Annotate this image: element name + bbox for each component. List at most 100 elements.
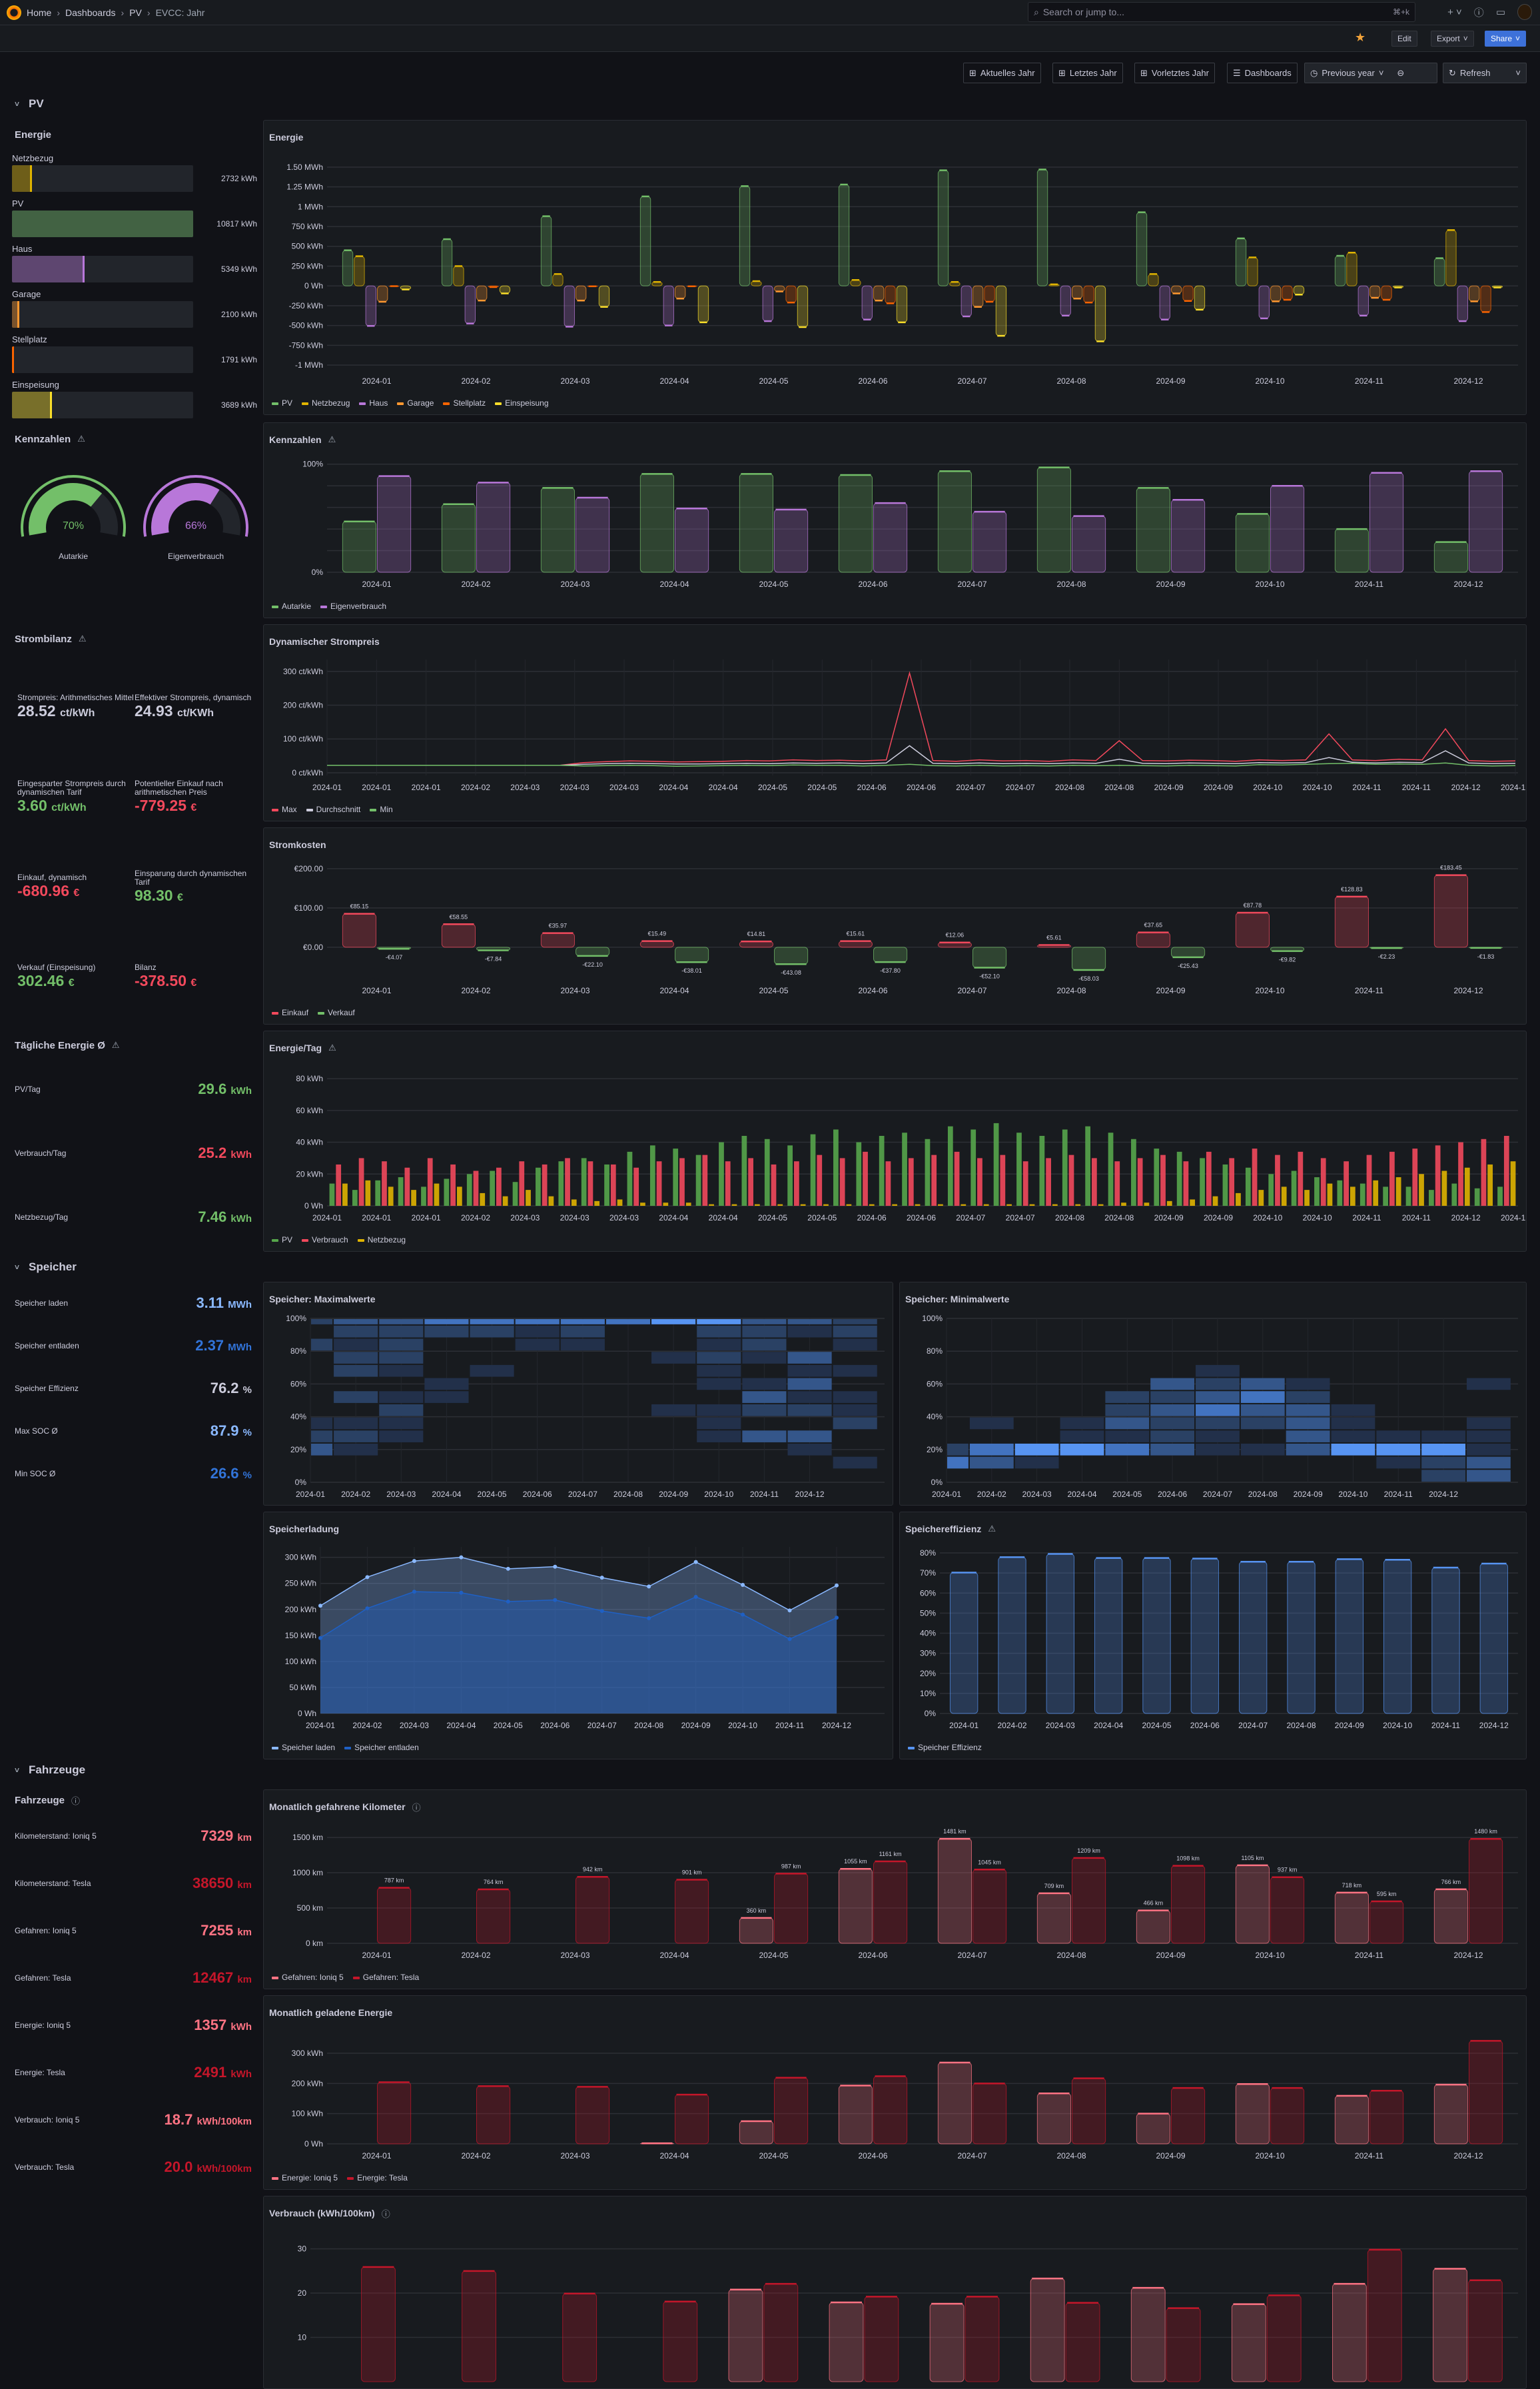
- heatmap-cell[interactable]: [833, 1456, 877, 1469]
- heatmap-cell[interactable]: [947, 1443, 968, 1456]
- legend-item[interactable]: Speicher entladen: [344, 1743, 419, 1752]
- bar[interactable]: [1238, 1561, 1268, 1714]
- bar[interactable]: [594, 1200, 600, 1206]
- bar[interactable]: [526, 1190, 531, 1206]
- heatmap-cell[interactable]: [334, 1443, 378, 1456]
- bar[interactable]: [1176, 1151, 1182, 1206]
- bar[interactable]: [496, 1167, 502, 1206]
- heatmap-cell[interactable]: [1467, 1470, 1511, 1482]
- bar[interactable]: [774, 2077, 809, 2145]
- news-icon[interactable]: ▭: [1495, 7, 1505, 18]
- bar[interactable]: [1474, 1188, 1480, 1206]
- data-point[interactable]: [553, 1564, 558, 1569]
- bar[interactable]: [1357, 285, 1369, 316]
- bar[interactable]: [1464, 1167, 1470, 1206]
- bar[interactable]: [576, 1875, 610, 1944]
- legend-item[interactable]: Energie: Ioniq 5: [272, 2173, 338, 2182]
- heatmap-cell[interactable]: [1014, 1443, 1059, 1456]
- bar[interactable]: [1144, 1202, 1150, 1206]
- bar[interactable]: [388, 1187, 394, 1206]
- heatmap-cell[interactable]: [742, 1338, 787, 1351]
- legend-item[interactable]: Max: [272, 805, 297, 814]
- bar[interactable]: [1094, 285, 1106, 342]
- heatmap-cell[interactable]: [379, 1417, 424, 1430]
- bar[interactable]: [352, 1190, 358, 1206]
- bar[interactable]: [838, 183, 850, 286]
- bar[interactable]: [1072, 947, 1106, 971]
- bar[interactable]: [1048, 283, 1060, 286]
- heatmap-cell[interactable]: [311, 1338, 333, 1351]
- legend-item[interactable]: Verkauf: [318, 1008, 355, 1017]
- heatmap-cell[interactable]: [1196, 1430, 1240, 1442]
- heatmap-cell[interactable]: [833, 1404, 877, 1416]
- heatmap-cell[interactable]: [1421, 1456, 1465, 1469]
- bar[interactable]: [1171, 499, 1206, 573]
- bar[interactable]: [885, 285, 896, 304]
- data-point[interactable]: [835, 1583, 839, 1588]
- heatmap-cell[interactable]: [1421, 1470, 1465, 1482]
- bar[interactable]: [434, 1183, 440, 1206]
- bar[interactable]: [1481, 1139, 1487, 1206]
- bar[interactable]: [938, 1204, 943, 1206]
- legend-item[interactable]: Stellplatz: [443, 398, 486, 408]
- bar[interactable]: [774, 508, 809, 573]
- bar[interactable]: [540, 932, 576, 948]
- heatmap-cell[interactable]: [1467, 1456, 1511, 1469]
- bar[interactable]: [1247, 256, 1258, 286]
- heatmap-cell[interactable]: [1196, 1378, 1240, 1390]
- bar[interactable]: [892, 1204, 898, 1206]
- bar[interactable]: [675, 1879, 709, 1944]
- heatmap-cell[interactable]: [787, 1378, 832, 1390]
- data-point[interactable]: [459, 1555, 464, 1560]
- bar[interactable]: [794, 1161, 799, 1206]
- bar[interactable]: [1298, 1151, 1304, 1206]
- heatmap-cell[interactable]: [787, 1391, 832, 1403]
- heatmap-cell[interactable]: [1060, 1430, 1104, 1442]
- bar[interactable]: [476, 2085, 511, 2145]
- bar[interactable]: [499, 285, 511, 294]
- bar[interactable]: [1275, 1155, 1280, 1206]
- bar[interactable]: [869, 1204, 875, 1206]
- bar[interactable]: [1148, 273, 1159, 286]
- heatmap-cell[interactable]: [742, 1404, 787, 1416]
- bar[interactable]: [937, 2061, 972, 2145]
- bar[interactable]: [964, 2296, 1000, 2382]
- bar[interactable]: [863, 1151, 868, 1206]
- bar[interactable]: [610, 1164, 616, 1206]
- legend-item[interactable]: Garage: [397, 398, 434, 408]
- bar[interactable]: [1320, 1158, 1326, 1206]
- bar[interactable]: [1160, 1155, 1166, 1206]
- data-point[interactable]: [318, 1636, 322, 1640]
- bar[interactable]: [1412, 1149, 1418, 1206]
- bar[interactable]: [639, 940, 674, 948]
- heatmap-cell[interactable]: [560, 1338, 605, 1351]
- warning-icon[interactable]: ⚠: [111, 1040, 120, 1050]
- heatmap-cell[interactable]: [969, 1443, 1014, 1456]
- data-point[interactable]: [599, 1576, 604, 1580]
- bar[interactable]: [1062, 1129, 1068, 1206]
- bar[interactable]: [1268, 1174, 1274, 1206]
- bar[interactable]: [1159, 285, 1171, 320]
- bar[interactable]: [488, 285, 499, 288]
- bar[interactable]: [404, 1167, 410, 1206]
- bar[interactable]: [329, 1183, 335, 1206]
- bar[interactable]: [731, 1204, 737, 1206]
- heatmap-cell[interactable]: [833, 1391, 877, 1403]
- legend-item[interactable]: Energie: Tesla: [347, 2173, 408, 2182]
- bar[interactable]: [1497, 1187, 1503, 1206]
- bar[interactable]: [1441, 1171, 1447, 1206]
- bar[interactable]: [1092, 1158, 1097, 1206]
- bar[interactable]: [702, 1155, 708, 1206]
- heatmap-cell[interactable]: [787, 1319, 832, 1324]
- data-point[interactable]: [741, 1612, 745, 1617]
- bar[interactable]: [1206, 1151, 1212, 1206]
- bar[interactable]: [774, 285, 785, 292]
- bar[interactable]: [627, 1151, 633, 1206]
- bar[interactable]: [640, 1202, 645, 1206]
- heatmap-cell[interactable]: [379, 1352, 424, 1364]
- bar[interactable]: [633, 1167, 639, 1206]
- legend-item[interactable]: Verbrauch: [302, 1235, 348, 1244]
- bar[interactable]: [576, 2086, 610, 2145]
- warning-icon[interactable]: ⚠: [328, 434, 336, 444]
- bar[interactable]: [896, 285, 908, 324]
